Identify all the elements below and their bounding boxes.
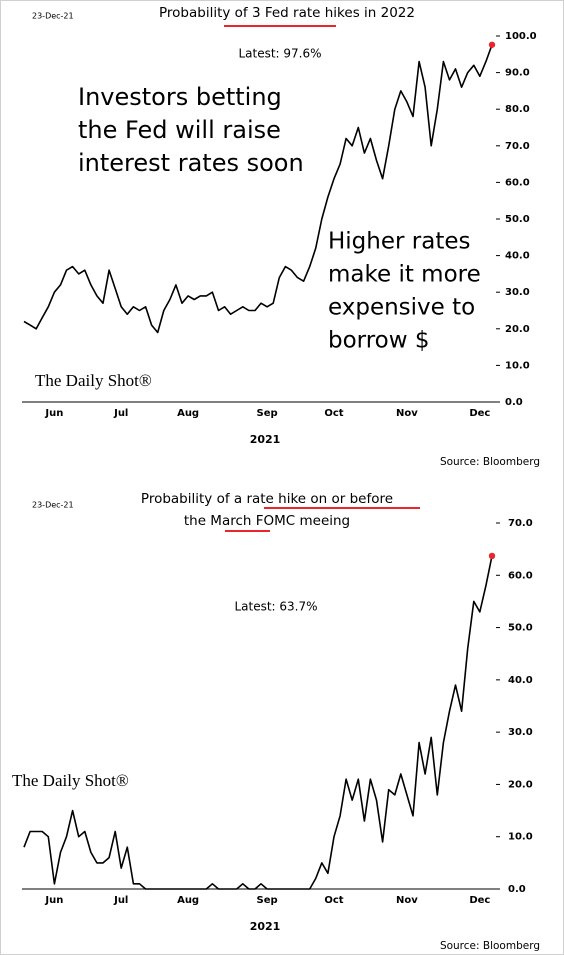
x-tick-label: Sep [257, 408, 278, 419]
x-tick-label: Aug [177, 408, 199, 419]
latest-annotation: Latest: 63.7% [234, 600, 317, 614]
y-tick-label: 40.0 [505, 251, 530, 262]
red-note: Investors betting [78, 83, 282, 111]
logo: The Daily Shot® [12, 771, 129, 790]
x-tick-label: Aug [177, 895, 199, 906]
x-tick-label: Dec [469, 408, 490, 419]
y-tick-label: 70.0 [505, 141, 530, 152]
x-axis-label: 2021 [250, 433, 281, 446]
y-tick-label: 0.0 [508, 884, 526, 895]
y-tick-label: 60.0 [505, 177, 530, 188]
y-tick-label: 100.0 [505, 31, 537, 42]
x-tick-label: Oct [324, 408, 343, 419]
blue-note: Higher rates [328, 229, 470, 255]
x-tick-label: Jul [113, 408, 128, 419]
y-tick-label: 90.0 [505, 68, 530, 79]
y-tick-label: 20.0 [508, 779, 533, 790]
latest-annotation: Latest: 97.6% [238, 47, 321, 61]
x-tick-label: Dec [469, 895, 490, 906]
source: Source: Bloomberg [440, 456, 540, 468]
red-note: the Fed will raise [78, 116, 281, 144]
y-tick-label: 70.0 [508, 518, 533, 529]
y-tick-label: 10.0 [508, 832, 533, 843]
x-tick-label: Jun [44, 895, 63, 906]
x-tick-label: Jul [113, 895, 128, 906]
data-line [23, 555, 493, 890]
y-tick-label: 50.0 [505, 214, 530, 225]
logo: The Daily Shot® [35, 371, 152, 390]
x-tick-label: Sep [257, 895, 278, 906]
date-label: 23-Dec-21 [32, 501, 74, 510]
blue-note: expensive to [328, 295, 475, 321]
latest-dot [488, 552, 496, 560]
y-tick-label: 30.0 [508, 727, 533, 738]
y-tick-label: 50.0 [508, 623, 533, 634]
latest-dot [488, 41, 496, 48]
chart-subtitle: the March FOMC meeing [184, 513, 350, 529]
chart-title: Probability of 3 Fed rate hikes in 2022 [159, 5, 415, 21]
blue-note: make it more [328, 262, 481, 288]
date-label: 23-Dec-21 [32, 12, 74, 21]
x-tick-label: Oct [324, 895, 343, 906]
y-tick-label: 40.0 [508, 675, 533, 686]
y-tick-label: 60.0 [508, 570, 533, 581]
y-tick-label: 80.0 [505, 104, 530, 115]
red-note: interest rates soon [78, 149, 304, 177]
source: Source: Bloomberg [440, 940, 540, 952]
x-tick-label: Jun [44, 408, 63, 419]
y-tick-label: 30.0 [505, 287, 530, 298]
chart-title: Probability of a rate hike on or before [141, 491, 393, 507]
y-tick-label: 0.0 [505, 397, 523, 408]
data-line [23, 44, 493, 334]
x-tick-label: Nov [396, 895, 418, 906]
x-tick-label: Nov [396, 408, 418, 419]
blue-note: borrow $ [328, 328, 430, 354]
x-axis-label: 2021 [250, 920, 281, 933]
y-tick-label: 20.0 [505, 324, 530, 335]
y-tick-label: 10.0 [505, 360, 530, 371]
